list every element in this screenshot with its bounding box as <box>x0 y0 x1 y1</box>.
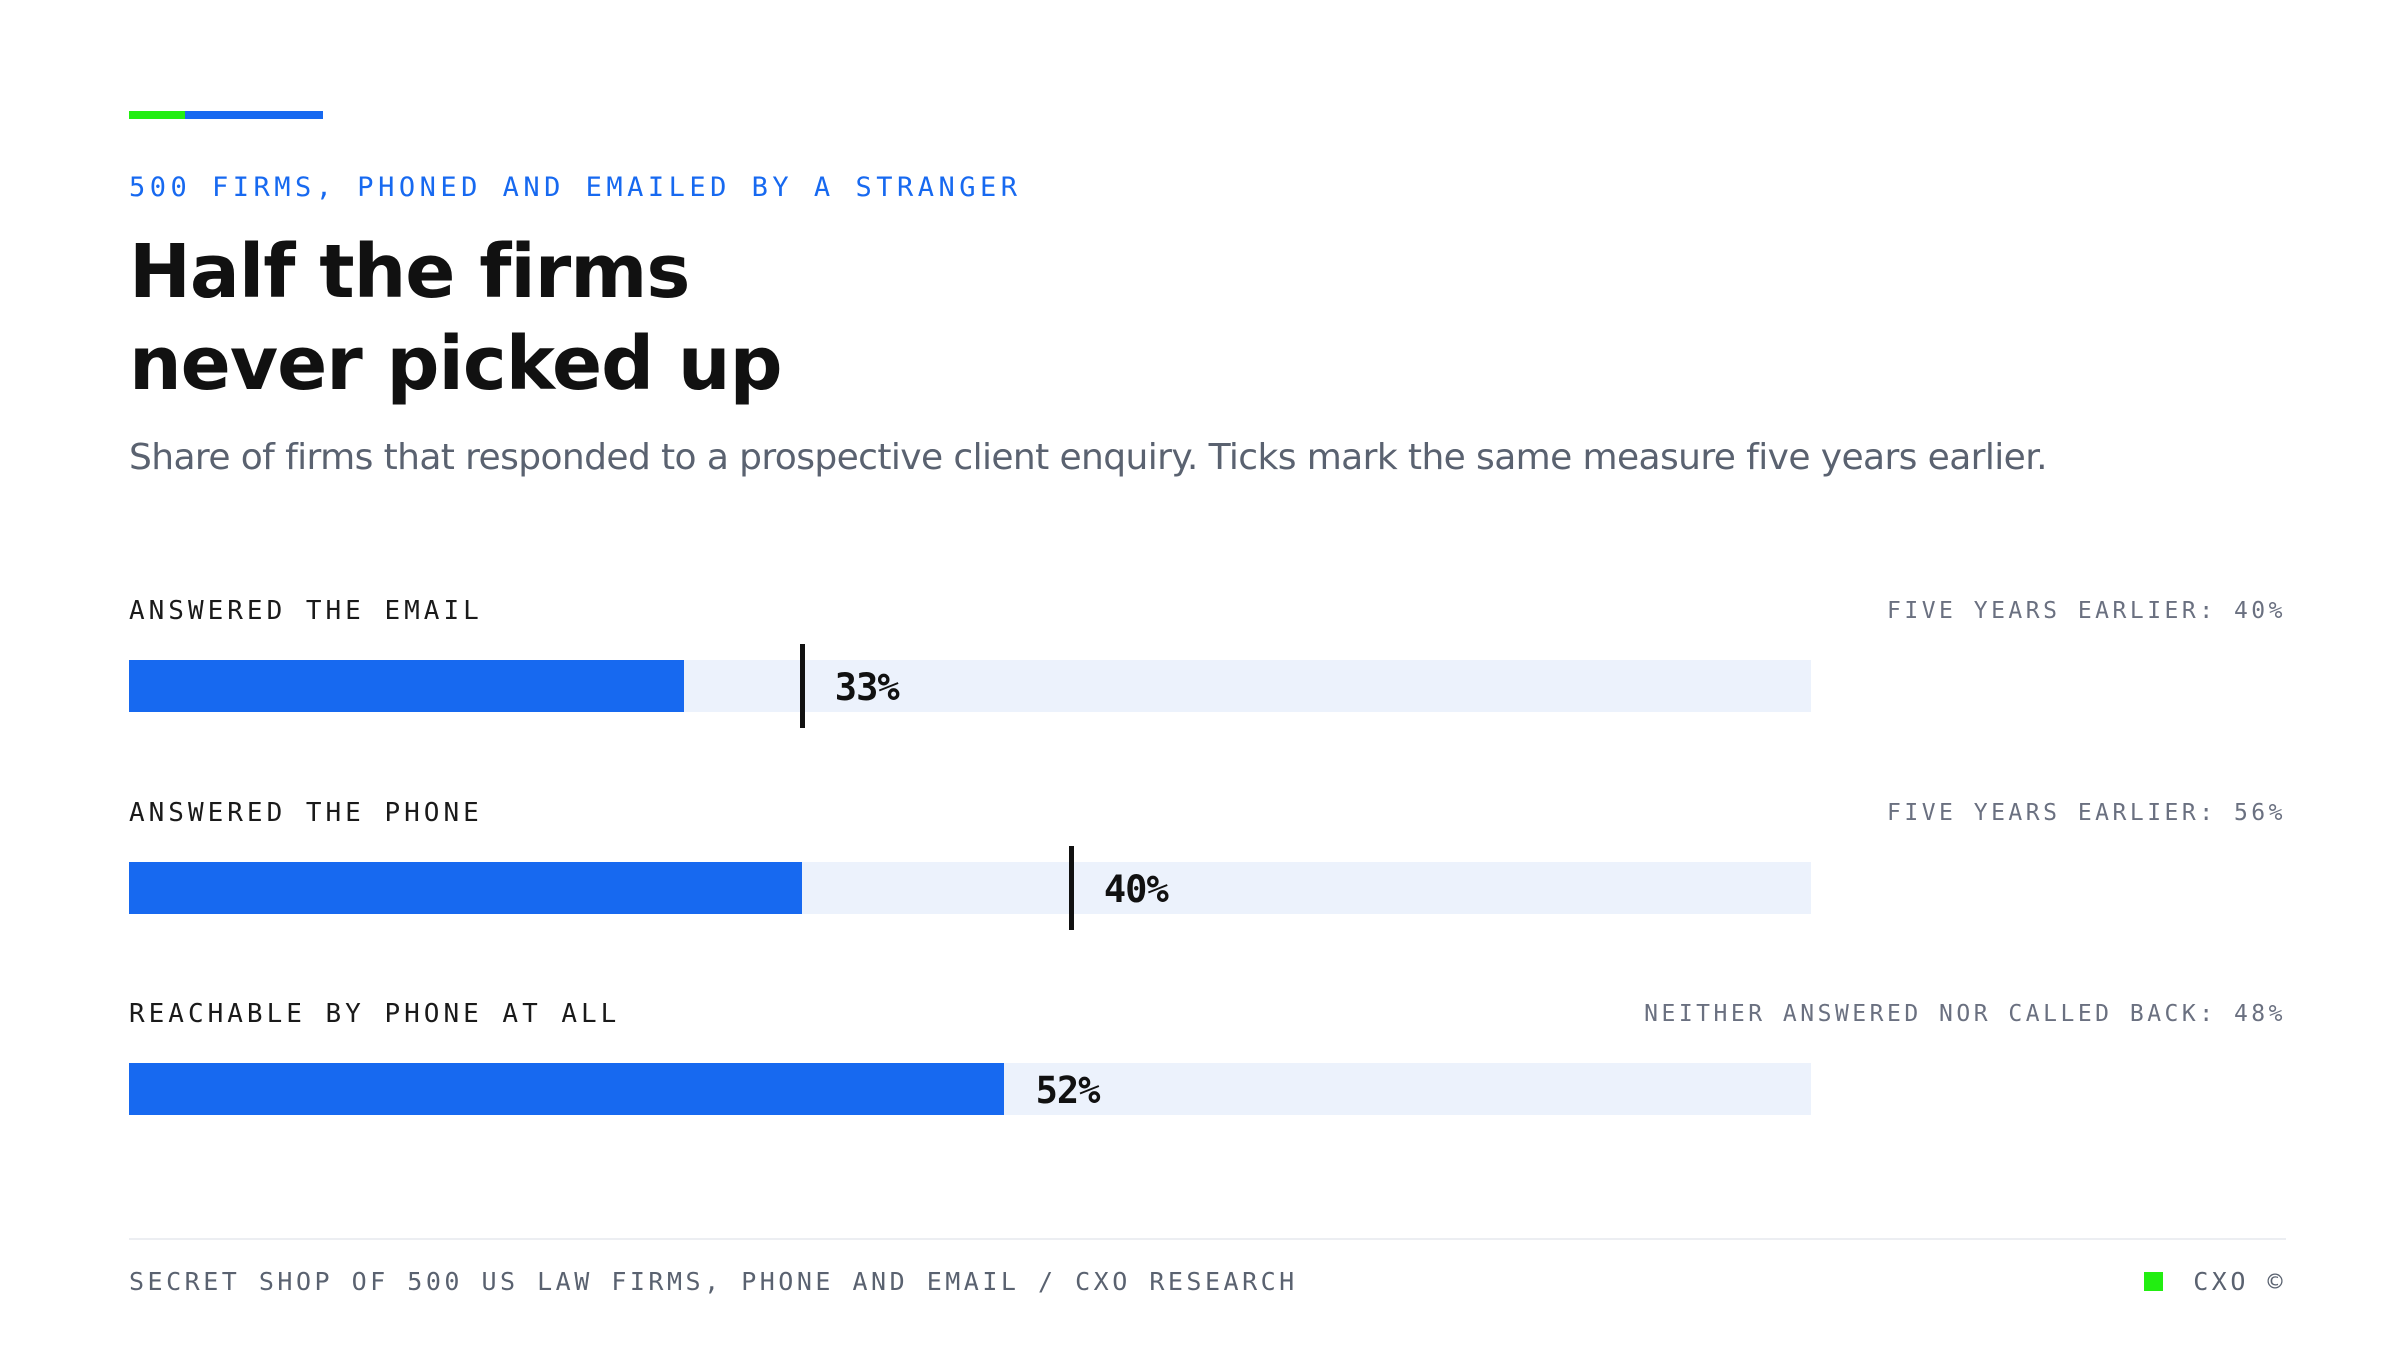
row-note: NEITHER ANSWERED NOR CALLED BACK: 48% <box>1644 1001 2286 1027</box>
brand-label: CXO © <box>2193 1267 2286 1296</box>
eyebrow: 500 FIRMS, PHONED AND EMAILED BY A STRAN… <box>129 172 1022 203</box>
bar-fill <box>129 862 802 914</box>
accent-bar-blue <box>185 111 323 119</box>
source-note: SECRET SHOP OF 500 US LAW FIRMS, PHONE A… <box>129 1267 1298 1296</box>
bar-fill <box>129 1063 1004 1115</box>
value-label: 33% <box>834 666 900 709</box>
reference-tick <box>799 644 805 728</box>
row-label: ANSWERED THE PHONE <box>129 798 483 828</box>
row-note: FIVE YEARS EARLIER: 56% <box>1887 800 2286 826</box>
value-label: 40% <box>1103 868 1169 911</box>
bar-fill <box>129 660 685 712</box>
title-line-1: Half the firms <box>129 229 690 315</box>
reference-tick <box>1068 846 1074 930</box>
value-label: 52% <box>1035 1069 1101 1112</box>
accent-bar-green <box>129 111 185 119</box>
row-note: FIVE YEARS EARLIER: 40% <box>1887 598 2286 624</box>
brand: CXO © <box>2144 1267 2286 1296</box>
bar-track: 40% <box>129 846 1811 930</box>
brand-square-icon <box>2144 1272 2164 1291</box>
bar-track: 52% <box>129 1063 1811 1115</box>
subtitle: Share of firms that responded to a prosp… <box>129 437 2048 478</box>
row-label: ANSWERED THE EMAIL <box>129 596 483 626</box>
title-line-2: never picked up <box>129 321 783 407</box>
bar-track: 33% <box>129 644 1811 728</box>
row-label: REACHABLE BY PHONE AT ALL <box>129 999 621 1029</box>
footer-divider <box>129 1238 2286 1240</box>
page-title: Half the firms never picked up <box>129 226 783 410</box>
